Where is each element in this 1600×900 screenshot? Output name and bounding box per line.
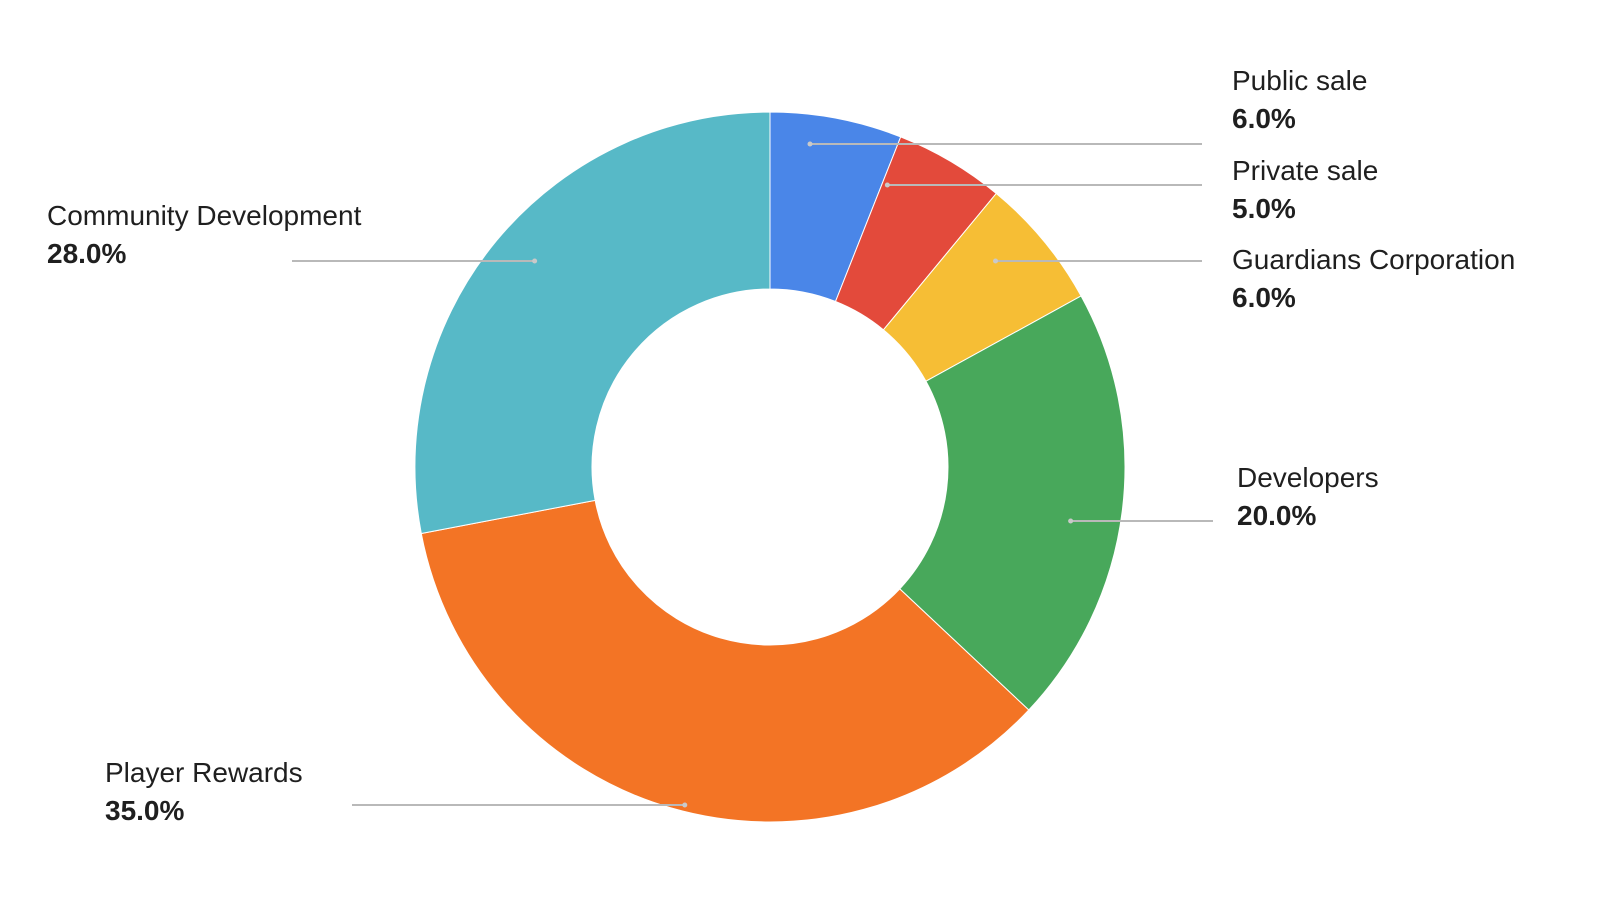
slice-value-developers: 20.0%: [1237, 500, 1316, 531]
slice-developers: [899, 295, 1126, 711]
leader-dot-player-rewards: [682, 802, 688, 808]
slice-value-community-development: 28.0%: [47, 238, 126, 269]
slice-community-development: [414, 111, 771, 535]
leader-dot-public-sale: [807, 141, 813, 147]
slice-label-public-sale: Public sale: [1232, 65, 1367, 96]
labels-layer: Public sale 6.0% Private sale 5.0% Guardians…: [47, 65, 1515, 826]
slice-player-rewards: [420, 499, 1030, 823]
slice-value-public-sale: 6.0%: [1232, 103, 1296, 134]
slice-label-developers: Developers: [1237, 462, 1379, 493]
slices-layer: [414, 111, 1126, 823]
slice-value-guardians-corporation: 6.0%: [1232, 282, 1296, 313]
leader-dot-private-sale: [884, 182, 890, 188]
leader-lines-layer: [292, 141, 1213, 808]
slice-label-guardians-corporation: Guardians Corporation: [1232, 244, 1515, 275]
slice-label-player-rewards: Player Rewards: [105, 757, 303, 788]
leader-dot-community-development: [532, 258, 538, 264]
slice-label-private-sale: Private sale: [1232, 155, 1378, 186]
slice-value-private-sale: 5.0%: [1232, 193, 1296, 224]
slice-value-player-rewards: 35.0%: [105, 795, 184, 826]
slice-label-community-development: Community Development: [47, 200, 362, 231]
leader-dot-guardians-corporation: [993, 258, 999, 264]
leader-dot-developers: [1068, 518, 1074, 524]
